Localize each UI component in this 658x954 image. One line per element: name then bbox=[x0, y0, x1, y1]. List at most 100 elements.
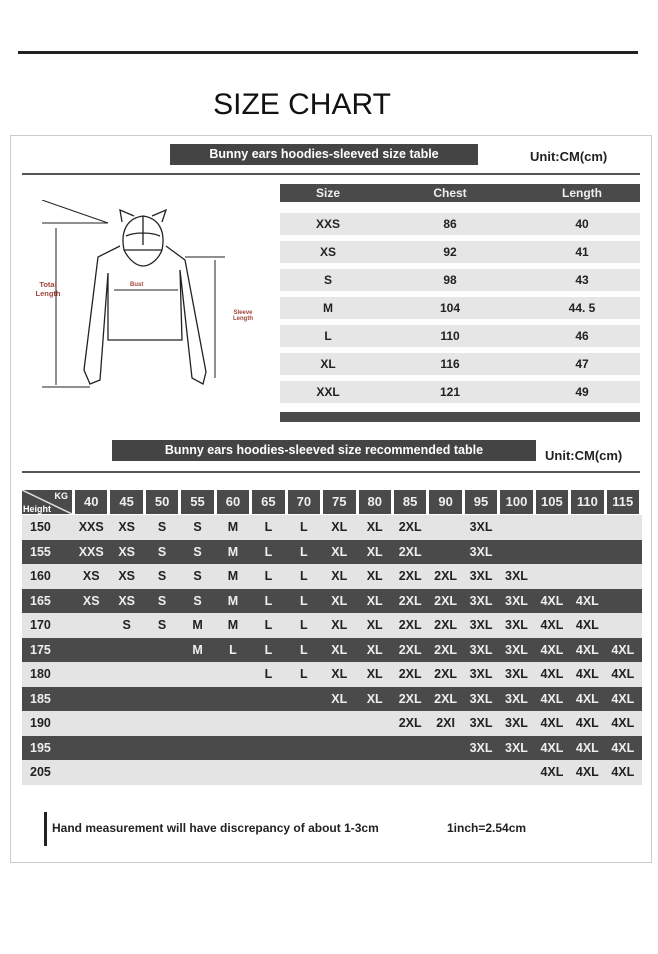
size-cell: 3XL bbox=[469, 520, 493, 535]
size-cell: 3XL bbox=[469, 593, 493, 608]
size-cell: 2XL bbox=[398, 691, 422, 706]
size-cell: 3XL bbox=[505, 618, 528, 633]
label-sleeve-length: Sleeve Length bbox=[233, 310, 253, 322]
size-cell: XL bbox=[331, 642, 348, 657]
size-cell: L bbox=[300, 593, 308, 608]
size-cell: 3XL bbox=[505, 667, 528, 682]
height-row: 165 XS XS S S M L L XL XL 2XL 2XL 3XL 3XL 4XL 4XL bbox=[22, 588, 642, 613]
size-table-unit: Unit:CM(cm) bbox=[530, 149, 608, 164]
size-cell: L bbox=[300, 569, 308, 584]
size-cell: 4XL bbox=[611, 642, 635, 657]
size-cell: 49 bbox=[575, 385, 589, 399]
divider bbox=[22, 471, 640, 473]
size-cell: XS bbox=[118, 544, 135, 559]
size-cell: L bbox=[264, 520, 273, 535]
size-cell: S bbox=[323, 273, 332, 287]
size-row: XS 92 41 bbox=[280, 241, 640, 263]
size-cell: 4XL bbox=[611, 740, 635, 755]
weight-header: 95 bbox=[464, 490, 498, 514]
size-cell: 92 bbox=[443, 245, 457, 259]
size-cell: XL bbox=[366, 520, 383, 535]
size-cell: 2XL bbox=[398, 520, 422, 535]
size-cell: XL bbox=[366, 618, 383, 633]
size-cell: L bbox=[300, 667, 308, 682]
footer-bar bbox=[44, 812, 47, 846]
weight-header: 80 bbox=[358, 490, 391, 514]
size-cell: 3XL bbox=[505, 642, 528, 657]
size-cell: 4XL bbox=[540, 618, 564, 633]
size-cell: 116 bbox=[440, 357, 460, 371]
size-cell: L bbox=[264, 667, 273, 682]
size-cell: L bbox=[229, 642, 237, 657]
height-row: 190 2XL 2XI 3XL 3XL 4XL 4XL 4XL bbox=[22, 711, 642, 736]
size-cell: L bbox=[264, 642, 273, 657]
size-cell: 4XL bbox=[611, 667, 635, 682]
height-cell: 150 bbox=[30, 520, 51, 535]
size-row: XXS 86 40 bbox=[280, 213, 640, 235]
height-cell: 190 bbox=[30, 716, 51, 731]
size-cell: 4XL bbox=[575, 667, 599, 682]
recommended-table-unit: Unit:CM(cm) bbox=[545, 448, 623, 463]
weight-header: 105 bbox=[535, 490, 569, 514]
size-cell: 43 bbox=[575, 273, 589, 287]
size-cell: S bbox=[193, 544, 202, 559]
size-cell: 4XL bbox=[540, 691, 564, 706]
size-cell: 3XL bbox=[505, 740, 528, 755]
size-cell: 4XL bbox=[575, 765, 599, 780]
size-cell: 4XL bbox=[575, 593, 599, 608]
size-cell: XS bbox=[118, 569, 135, 584]
size-cell: 2XL bbox=[398, 667, 422, 682]
weight-header: 90 bbox=[429, 490, 462, 514]
size-cell: 3XL bbox=[469, 667, 493, 682]
height-cell: 170 bbox=[30, 618, 51, 633]
size-row: S 98 43 bbox=[280, 269, 640, 291]
size-cell: XL bbox=[366, 642, 383, 657]
size-cell: 2XL bbox=[434, 618, 458, 633]
corner-cell: KG Height bbox=[22, 490, 72, 514]
size-cell: XL bbox=[331, 618, 348, 633]
size-cell: 110 bbox=[440, 329, 460, 343]
size-cell: 4XL bbox=[540, 740, 564, 755]
size-cell: 46 bbox=[575, 329, 589, 343]
size-cell: M bbox=[227, 544, 239, 559]
size-cell: L bbox=[300, 544, 308, 559]
label-total-length: Total Length bbox=[35, 280, 61, 298]
size-cell: M bbox=[227, 593, 239, 608]
size-cell: 3XL bbox=[469, 618, 493, 633]
chart-frame bbox=[10, 135, 652, 863]
size-cell: XS bbox=[118, 520, 135, 535]
header-chest: Chest bbox=[433, 186, 467, 200]
size-cell: XS bbox=[118, 593, 135, 608]
size-cell: 4XL bbox=[540, 667, 564, 682]
size-cell: 3XL bbox=[505, 593, 528, 608]
weight-header: 45 bbox=[110, 490, 143, 514]
size-cell: 4XL bbox=[575, 618, 599, 633]
footer-conversion: 1inch=2.54cm bbox=[447, 821, 527, 835]
size-cell: L bbox=[264, 618, 273, 633]
size-cell: L bbox=[300, 618, 308, 633]
size-cell: S bbox=[157, 520, 167, 535]
weight-header: 75 bbox=[323, 490, 356, 514]
size-cell: 4XL bbox=[540, 716, 564, 731]
weight-header: 100 bbox=[500, 490, 533, 514]
weight-header: 55 bbox=[181, 490, 214, 514]
size-cell: XXS bbox=[315, 217, 340, 231]
size-cell: 2XL bbox=[398, 642, 422, 657]
size-cell: M bbox=[227, 618, 239, 633]
size-cell: XL bbox=[366, 544, 383, 559]
size-cell: 2XL bbox=[434, 691, 458, 706]
weight-header: 50 bbox=[145, 490, 179, 514]
size-cell: 3XL bbox=[505, 716, 528, 731]
size-cell: 44. 5 bbox=[568, 301, 596, 315]
weight-header: 60 bbox=[216, 490, 250, 514]
size-cell: 86 bbox=[443, 217, 457, 231]
size-cell: 4XL bbox=[575, 716, 599, 731]
size-cell: 3XL bbox=[469, 569, 493, 584]
size-cell: XXL bbox=[316, 385, 340, 399]
size-cell: 4XL bbox=[611, 691, 635, 706]
size-cell: XL bbox=[366, 593, 383, 608]
weight-header-row: KG Height 40 45 50 55 60 65 70 75 80 85 90 95 100 105… bbox=[22, 490, 642, 514]
size-cell: 98 bbox=[443, 273, 457, 287]
height-cell: 160 bbox=[30, 569, 51, 584]
size-cell: XL bbox=[331, 667, 348, 682]
